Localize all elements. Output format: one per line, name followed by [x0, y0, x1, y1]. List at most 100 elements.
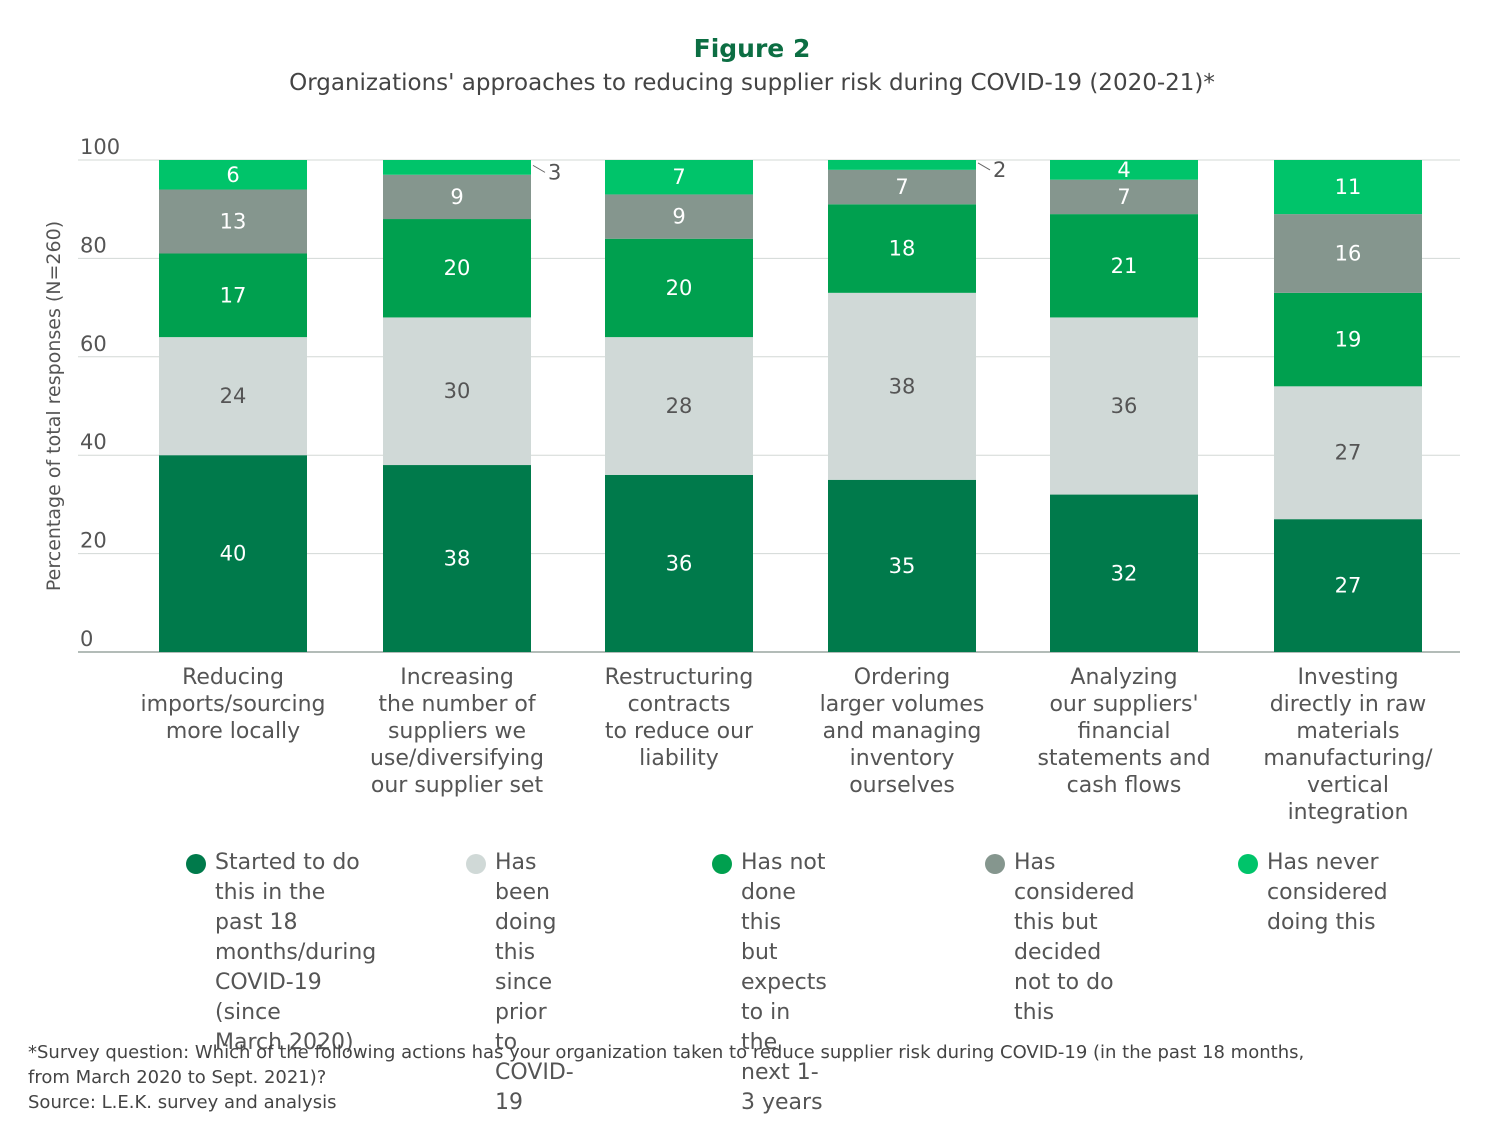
data-label: 30 — [444, 379, 471, 403]
bar-segment — [159, 160, 307, 190]
bar-segment — [605, 474, 753, 652]
x-category-label-line: cash flows — [1067, 773, 1182, 798]
x-category-label-line: liability — [639, 746, 719, 771]
figure-label: Figure 2 — [693, 34, 811, 63]
x-category-label-line: and managing — [823, 719, 982, 744]
data-label: 9 — [672, 205, 685, 229]
bar-segment — [383, 174, 531, 220]
data-label: 24 — [220, 384, 247, 408]
legend-swatch-never — [1238, 854, 1258, 874]
bar-segment — [383, 160, 531, 175]
bar-segment — [1274, 214, 1422, 293]
x-category-label-line: integration — [1288, 800, 1409, 825]
legend-label-expects: Has not done this but expects to in the … — [741, 850, 827, 1115]
x-category-label: Restructuring contracts to reduce our liabi… — [605, 665, 754, 771]
bar-segment — [605, 238, 753, 338]
bar-segment — [1274, 386, 1422, 520]
x-category-label-line: to reduce our — [605, 719, 754, 744]
bar-segment — [1274, 519, 1422, 652]
x-category-label-line: our suppliers' — [1049, 692, 1198, 717]
footnote: *Survey question: Which of the following… — [28, 1042, 1305, 1113]
data-label: 7 — [1117, 185, 1130, 209]
bar-segment — [383, 219, 531, 318]
data-label: 6 — [226, 163, 239, 187]
bar-segment — [1274, 292, 1422, 387]
x-category-label-line: Reducing — [182, 665, 284, 690]
data-label: 4 — [1117, 158, 1130, 182]
x-category-label-line: Investing — [1297, 665, 1398, 690]
bar-segment — [159, 337, 307, 456]
data-label: 36 — [666, 551, 693, 575]
x-category-label-line: inventory — [850, 746, 955, 771]
y-tick-label: 100 — [80, 135, 120, 159]
data-label: 7 — [672, 165, 685, 189]
x-category-label-line: our supplier set — [371, 773, 544, 798]
bar-segment — [1050, 494, 1198, 652]
stacked-bar-chart: 0 20 40 60 80 100 Percentage of total response… — [43, 135, 1460, 825]
y-tick-label: 0 — [80, 627, 93, 651]
data-label: 2 — [993, 158, 1006, 182]
x-category-label: Increasing the number of suppliers we use/d… — [370, 665, 544, 798]
bar-segment — [1050, 160, 1198, 180]
bar-segment — [828, 292, 976, 480]
data-label: 11 — [1335, 175, 1362, 199]
y-tick-label: 80 — [80, 233, 107, 257]
data-label-leader — [977, 162, 991, 171]
data-label: 27 — [1335, 441, 1362, 465]
x-category-label-line: suppliers we — [388, 719, 526, 744]
bar-segment — [383, 317, 531, 466]
data-label: 16 — [1335, 241, 1362, 265]
bar-segment — [828, 479, 976, 652]
y-tick-label: 40 — [80, 430, 107, 454]
x-category-label-line: ourselves — [849, 773, 955, 798]
bar-segment — [605, 194, 753, 239]
x-category-label: Ordering larger volumes and managing invent… — [820, 665, 985, 798]
data-label: 38 — [889, 374, 916, 398]
bar-segment — [605, 160, 753, 195]
x-category-label-line: use/diversifying — [370, 746, 544, 771]
x-category-label-line: statements and — [1037, 746, 1210, 771]
legend-swatch-doing-prior — [466, 854, 486, 874]
legend-label-doing-prior: Has been doing this since prior to COVID… — [495, 850, 574, 1115]
x-category-label-line: vertical — [1307, 773, 1389, 798]
legend-label-started: Started to do this in the past 18 months… — [215, 850, 377, 1055]
data-label: 38 — [444, 547, 471, 571]
x-category-label: Analyzing our suppliers' financial statemen… — [1037, 665, 1210, 798]
x-category-label-line: Restructuring — [605, 665, 754, 690]
x-category-label-line: contracts — [628, 692, 731, 717]
legend-swatch-expects — [712, 854, 732, 874]
bar-segment — [383, 465, 531, 652]
x-category-label-line: larger volumes — [820, 692, 985, 717]
bar-segment — [159, 189, 307, 254]
data-label: 28 — [666, 394, 693, 418]
data-label: 17 — [220, 283, 247, 307]
data-label: 7 — [895, 175, 908, 199]
x-category-label-line: more locally — [166, 719, 300, 744]
chart-title: Organizations' approaches to reducing su… — [289, 70, 1215, 96]
x-category-label: Reducing imports/sourcing more locally — [140, 665, 325, 744]
x-category-label-line: directly in raw — [1270, 692, 1427, 717]
data-label: 35 — [889, 554, 916, 578]
bar-segment — [1050, 179, 1198, 215]
y-tick-label: 20 — [80, 529, 107, 553]
data-label-leader — [532, 164, 546, 173]
bar-segment — [605, 337, 753, 475]
legend-label-never: Has never considered doing this — [1267, 850, 1388, 935]
bar-segment — [1050, 214, 1198, 318]
data-label: 9 — [450, 185, 463, 209]
data-label: 27 — [1335, 574, 1362, 598]
data-label: 3 — [548, 160, 561, 184]
bar-segment — [159, 253, 307, 338]
x-category-label-line: Analyzing — [1070, 665, 1177, 690]
data-label: 19 — [1335, 328, 1362, 352]
legend-swatch-started — [186, 854, 206, 874]
bar-segment — [1050, 317, 1198, 495]
x-category-label-line: Ordering — [854, 665, 951, 690]
data-label: 36 — [1111, 394, 1138, 418]
x-category-label-line: financial — [1077, 719, 1170, 744]
bar-segment — [828, 160, 976, 170]
data-label: 18 — [889, 237, 916, 261]
bar-segment — [828, 204, 976, 293]
bar-segment — [1274, 160, 1422, 215]
x-category-label-line: manufacturing/ — [1263, 746, 1433, 771]
